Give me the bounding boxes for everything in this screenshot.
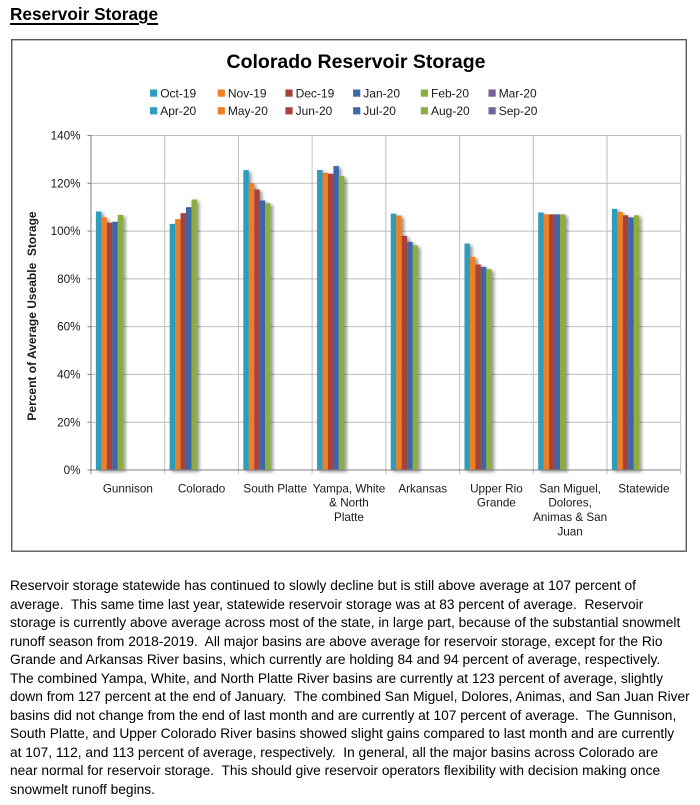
svg-text:& North: & North [329, 497, 369, 510]
svg-text:Colorado Reservoir Storage: Colorado Reservoir Storage [227, 51, 486, 73]
svg-text:Sep-20: Sep-20 [499, 104, 538, 118]
svg-text:120%: 120% [51, 177, 81, 190]
svg-text:Oct-19: Oct-19 [160, 86, 196, 100]
svg-text:Dec-19: Dec-19 [296, 86, 335, 100]
svg-text:20%: 20% [57, 416, 80, 429]
svg-text:Animas & San: Animas & San [533, 511, 607, 524]
svg-text:140%: 140% [51, 130, 81, 143]
svg-text:San Miguel,: San Miguel, [539, 482, 601, 495]
svg-text:May-20: May-20 [228, 104, 268, 118]
svg-text:Percent of Average Useable St: Percent of Average Useable Storage [25, 211, 39, 421]
svg-text:Dolores,: Dolores, [548, 497, 592, 510]
svg-text:60%: 60% [57, 321, 80, 334]
svg-text:0%: 0% [64, 464, 81, 477]
svg-text:Aug-20: Aug-20 [431, 104, 470, 118]
svg-text:Nov-19: Nov-19 [228, 86, 267, 100]
svg-text:Arkansas: Arkansas [398, 482, 447, 495]
svg-text:Statewide: Statewide [618, 482, 669, 495]
svg-text:Platte: Platte [334, 511, 364, 524]
svg-text:Mar-20: Mar-20 [499, 86, 537, 100]
svg-text:Grande: Grande [477, 497, 516, 510]
svg-text:Gunnison: Gunnison [103, 482, 153, 495]
svg-text:Juan: Juan [557, 526, 582, 539]
svg-text:Yampa, White: Yampa, White [313, 482, 386, 495]
svg-text:Upper Rio: Upper Rio [470, 482, 523, 495]
svg-text:80%: 80% [57, 273, 80, 286]
svg-text:40%: 40% [57, 369, 80, 382]
svg-text:Jan-20: Jan-20 [363, 86, 400, 100]
svg-text:Jul-20: Jul-20 [363, 104, 396, 118]
svg-text:Jun-20: Jun-20 [296, 104, 333, 118]
svg-text:100%: 100% [51, 225, 81, 238]
svg-text:South Platte: South Platte [243, 482, 307, 495]
svg-text:Apr-20: Apr-20 [160, 104, 196, 118]
svg-text:Feb-20: Feb-20 [431, 86, 469, 100]
svg-text:Colorado: Colorado [178, 482, 226, 495]
